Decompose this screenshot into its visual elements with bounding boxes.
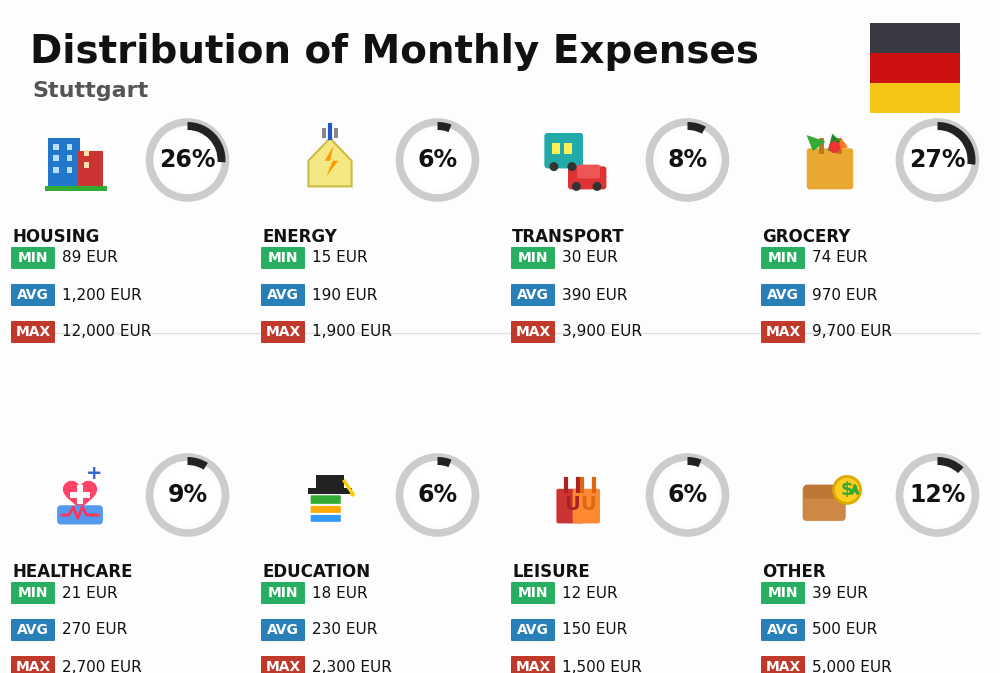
- Text: 2,300 EUR: 2,300 EUR: [312, 660, 392, 673]
- FancyBboxPatch shape: [511, 582, 555, 604]
- FancyBboxPatch shape: [511, 619, 555, 641]
- Text: MAX: MAX: [265, 325, 301, 339]
- Text: Stuttgart: Stuttgart: [32, 81, 148, 101]
- FancyBboxPatch shape: [53, 155, 59, 161]
- Text: MAX: MAX: [15, 325, 51, 339]
- FancyBboxPatch shape: [261, 321, 305, 343]
- Text: 12 EUR: 12 EUR: [562, 586, 618, 600]
- Text: ENERGY: ENERGY: [262, 228, 337, 246]
- Text: 5,000 EUR: 5,000 EUR: [812, 660, 892, 673]
- Circle shape: [908, 130, 968, 190]
- FancyBboxPatch shape: [803, 486, 846, 521]
- FancyBboxPatch shape: [84, 162, 89, 168]
- FancyBboxPatch shape: [53, 167, 59, 173]
- Polygon shape: [0, 0, 760, 673]
- FancyBboxPatch shape: [308, 488, 352, 493]
- Wedge shape: [188, 122, 225, 162]
- Polygon shape: [0, 0, 520, 673]
- Text: AVG: AVG: [767, 288, 799, 302]
- FancyBboxPatch shape: [761, 284, 805, 306]
- Text: 8%: 8%: [667, 148, 708, 172]
- Text: 30 EUR: 30 EUR: [562, 250, 618, 266]
- Text: 6%: 6%: [667, 483, 708, 507]
- FancyBboxPatch shape: [57, 505, 103, 524]
- Polygon shape: [160, 0, 1000, 673]
- Polygon shape: [0, 0, 880, 673]
- Wedge shape: [438, 457, 451, 467]
- FancyBboxPatch shape: [870, 83, 960, 113]
- Text: 190 EUR: 190 EUR: [312, 287, 377, 302]
- Polygon shape: [760, 0, 1000, 673]
- Text: MAX: MAX: [515, 325, 551, 339]
- FancyBboxPatch shape: [577, 165, 600, 178]
- Text: MAX: MAX: [765, 660, 801, 673]
- FancyBboxPatch shape: [761, 321, 805, 343]
- Text: U: U: [564, 495, 580, 514]
- FancyBboxPatch shape: [261, 619, 305, 641]
- Text: 270 EUR: 270 EUR: [62, 623, 127, 637]
- FancyBboxPatch shape: [511, 656, 555, 673]
- Text: TRANSPORT: TRANSPORT: [512, 228, 625, 246]
- Text: HEALTHCARE: HEALTHCARE: [12, 563, 132, 581]
- FancyBboxPatch shape: [870, 53, 960, 83]
- Polygon shape: [280, 0, 1000, 673]
- Text: MIN: MIN: [518, 251, 548, 265]
- Text: 26%: 26%: [159, 148, 216, 172]
- Text: 89 EUR: 89 EUR: [62, 250, 118, 266]
- Circle shape: [408, 465, 468, 525]
- Text: MAX: MAX: [515, 660, 551, 673]
- Polygon shape: [308, 138, 352, 186]
- Circle shape: [572, 182, 581, 191]
- Text: MIN: MIN: [268, 251, 298, 265]
- FancyBboxPatch shape: [11, 284, 55, 306]
- FancyBboxPatch shape: [545, 133, 583, 168]
- Text: 3,900 EUR: 3,900 EUR: [562, 324, 642, 339]
- Text: 9,700 EUR: 9,700 EUR: [812, 324, 892, 339]
- FancyBboxPatch shape: [511, 247, 555, 269]
- FancyBboxPatch shape: [261, 284, 305, 306]
- FancyBboxPatch shape: [45, 186, 107, 191]
- Circle shape: [408, 130, 468, 190]
- Wedge shape: [688, 457, 701, 467]
- FancyBboxPatch shape: [78, 151, 103, 188]
- Polygon shape: [520, 0, 1000, 673]
- Text: OTHER: OTHER: [762, 563, 826, 581]
- Circle shape: [658, 465, 718, 525]
- Text: MIN: MIN: [518, 586, 548, 600]
- Polygon shape: [0, 0, 280, 673]
- Circle shape: [834, 476, 861, 503]
- Circle shape: [567, 162, 576, 171]
- FancyBboxPatch shape: [310, 494, 342, 505]
- FancyBboxPatch shape: [807, 148, 853, 189]
- Circle shape: [658, 130, 718, 190]
- Polygon shape: [325, 146, 338, 176]
- FancyBboxPatch shape: [761, 656, 805, 673]
- Text: 390 EUR: 390 EUR: [562, 287, 628, 302]
- Circle shape: [350, 492, 355, 497]
- FancyBboxPatch shape: [310, 503, 342, 514]
- Text: AVG: AVG: [517, 288, 549, 302]
- Text: 230 EUR: 230 EUR: [312, 623, 377, 637]
- Text: 6%: 6%: [417, 483, 458, 507]
- FancyBboxPatch shape: [66, 143, 72, 149]
- FancyBboxPatch shape: [334, 129, 338, 138]
- Circle shape: [908, 465, 968, 525]
- Text: AVG: AVG: [17, 288, 49, 302]
- Text: 12,000 EUR: 12,000 EUR: [62, 324, 151, 339]
- FancyBboxPatch shape: [70, 492, 90, 498]
- Text: 21 EUR: 21 EUR: [62, 586, 118, 600]
- Text: MIN: MIN: [18, 251, 48, 265]
- Text: +: +: [86, 464, 103, 483]
- FancyBboxPatch shape: [316, 474, 344, 488]
- FancyBboxPatch shape: [322, 129, 326, 138]
- FancyBboxPatch shape: [84, 150, 89, 156]
- FancyBboxPatch shape: [556, 489, 584, 524]
- Text: LEISURE: LEISURE: [512, 563, 590, 581]
- Text: AVG: AVG: [517, 623, 549, 637]
- Text: 970 EUR: 970 EUR: [812, 287, 877, 302]
- Text: AVG: AVG: [17, 623, 49, 637]
- Text: EDUCATION: EDUCATION: [262, 563, 370, 581]
- Text: MAX: MAX: [15, 660, 51, 673]
- Wedge shape: [938, 457, 964, 473]
